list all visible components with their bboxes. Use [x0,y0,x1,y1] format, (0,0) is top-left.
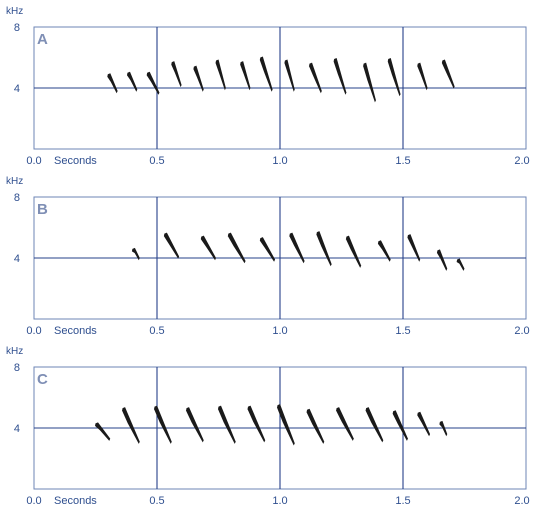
x-tick-2: 1.0 [272,155,287,167]
note-mark [95,422,111,441]
x-axis-title: Seconds [54,325,97,337]
panel-letter: B [37,201,48,218]
note-mark [215,59,226,91]
note-mark [259,56,273,92]
y-unit-label: kHz [6,346,23,357]
x-tick-4: 2.0 [514,325,529,337]
note-mark [316,231,332,267]
spectrogram-panel-a: kHz 8 4 A Seconds 0.0 0.5 1.0 1.5 2.0 [6,6,530,167]
x-tick-2: 1.0 [272,325,287,337]
x-tick-4: 2.0 [514,155,529,167]
note-mark [456,258,465,271]
spectrogram-panel-c: kHz 8 4 C Seconds 0.0 0.5 1.0 1.5 2.0 [6,346,530,507]
note-mark [333,58,347,95]
x-tick-0: 0.0 [26,495,41,507]
note-mark [200,235,217,261]
note-mark [441,59,455,89]
note-mark [289,232,305,264]
note-mark [417,62,428,91]
note-mark [193,65,204,92]
note-mark [392,410,408,441]
x-tick-1: 0.5 [149,325,164,337]
x-tick-3: 1.5 [395,495,410,507]
note-mark [218,405,236,444]
note-mark [186,407,204,443]
x-tick-2: 1.0 [272,495,287,507]
note-mark [277,404,295,446]
note-mark [377,240,391,262]
note-mark [163,232,180,259]
x-tick-3: 1.5 [395,155,410,167]
x-tick-1: 0.5 [149,495,164,507]
y-tick-high: 8 [14,22,20,34]
y-tick-high: 8 [14,192,20,204]
note-mark [363,62,376,103]
note-mark [171,61,182,88]
y-unit-label: kHz [6,6,23,17]
x-tick-1: 0.5 [149,155,164,167]
x-tick-0: 0.0 [26,325,41,337]
x-tick-0: 0.0 [26,155,41,167]
x-axis-title: Seconds [54,495,97,507]
note-mark [247,405,266,443]
note-mark [107,73,118,94]
note-mark [154,405,172,444]
panel-letter: C [37,371,48,388]
y-tick-mid: 4 [14,423,20,435]
note-mark [146,71,160,95]
note-mark [407,234,421,262]
x-tick-4: 2.0 [514,495,529,507]
y-tick-mid: 4 [14,253,20,265]
note-mark [306,408,325,444]
note-mark [259,237,276,262]
x-axis-title: Seconds [54,155,97,167]
spectrogram-panel-b: kHz 8 4 B Seconds 0.0 0.5 1.0 1.5 2.0 [6,176,530,337]
note-mark [309,62,322,94]
note-mark [122,407,140,444]
x-tick-3: 1.5 [395,325,410,337]
note-mark [387,58,401,97]
y-unit-label: kHz [6,176,23,187]
note-mark [336,407,354,441]
note-mark [131,247,140,261]
note-mark [240,61,251,91]
note-mark [365,407,384,443]
y-tick-high: 8 [14,362,20,374]
note-mark [126,71,138,92]
note-mark [284,59,295,92]
y-tick-mid: 4 [14,83,20,95]
note-mark [345,235,362,268]
note-mark [436,249,448,271]
note-mark [227,232,246,264]
note-mark [417,411,431,437]
note-mark [439,420,448,437]
panel-letter: A [37,31,48,48]
